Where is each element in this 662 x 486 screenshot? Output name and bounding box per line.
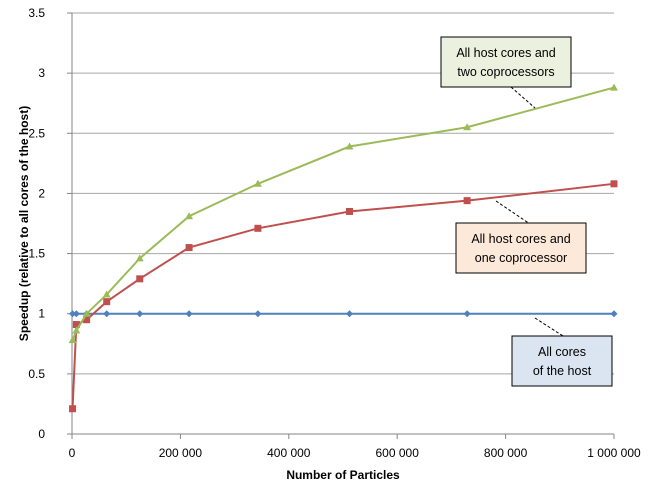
data-point-1-1 (72, 321, 80, 329)
y-tick-label-3: 1.5 (28, 247, 45, 261)
y-axis-title: Speedup (relative to all cores of the ho… (17, 106, 31, 341)
callout-leader-0 (534, 317, 564, 337)
data-point-0-5 (185, 310, 193, 318)
data-point-0-1 (72, 310, 80, 318)
x-tick-label-2: 400 000 (267, 446, 311, 460)
x-tick-label-1: 200 000 (159, 446, 203, 460)
x-tick-label-0: 0 (69, 446, 76, 460)
y-tick-label-6: 3 (38, 66, 45, 80)
y-tick-label-2: 1 (38, 307, 45, 321)
series-line-2 (71, 86, 615, 341)
data-point-2-5 (185, 212, 194, 220)
series-2 (68, 83, 618, 344)
data-point-1-9 (610, 180, 618, 188)
data-point-1-0 (69, 405, 77, 413)
data-point-2-4 (135, 254, 144, 262)
data-point-0-7 (346, 310, 354, 318)
series-0 (69, 310, 618, 318)
callout-box-1 (455, 222, 587, 274)
callout-leader-2 (510, 86, 536, 109)
x-tick-labels: 0 200 000 400 000 600 000 800 000 1 000 000 (69, 434, 641, 460)
data-point-1-8 (463, 197, 471, 205)
callout-label-2-1: two coprocessors (457, 65, 554, 79)
data-point-0-3 (103, 310, 111, 318)
data-point-2-3 (102, 290, 111, 298)
callout-label-0-0: All cores (538, 345, 586, 359)
x-tick-label-4: 800 000 (484, 446, 528, 460)
series-layer (68, 83, 618, 413)
x-tick-label-5: 1 000 000 (587, 446, 641, 460)
callout-series-1: All host cores and one coprocessor (455, 200, 587, 274)
y-tick-label-4: 2 (38, 186, 45, 200)
data-point-0-9 (610, 310, 618, 318)
callout-label-1-1: one coprocessor (475, 251, 567, 265)
callout-series-0: All cores of the host (511, 317, 613, 387)
y-tick-labels: 0 0.5 1 1.5 2 2.5 3 3.5 (28, 6, 72, 441)
data-point-2-7 (345, 142, 354, 150)
callout-box-2 (440, 36, 572, 88)
callout-label-1-0: All host cores and (471, 232, 570, 246)
data-point-1-4 (136, 275, 144, 283)
callout-label-2-0: All host cores and (456, 46, 555, 60)
data-point-1-5 (185, 244, 193, 252)
y-tick-label-0: 0 (38, 427, 45, 441)
axes (71, 13, 614, 435)
callout-leader-1 (495, 200, 531, 225)
callout-series-2: All host cores and two coprocessors (440, 36, 572, 109)
callout-label-0-1: of the host (533, 364, 592, 378)
data-point-2-8 (463, 123, 472, 131)
data-point-0-4 (136, 310, 144, 318)
data-point-0-6 (254, 310, 262, 318)
y-tick-label-7: 3.5 (28, 6, 45, 20)
data-point-1-6 (254, 224, 262, 232)
data-point-1-7 (346, 207, 354, 215)
data-point-0-0 (69, 310, 77, 318)
data-point-1-3 (103, 298, 111, 306)
x-axis-title: Number of Particles (286, 468, 400, 482)
data-point-2-6 (253, 179, 262, 187)
data-point-2-1 (72, 326, 81, 334)
y-tick-label-5: 2.5 (28, 126, 45, 140)
y-tick-label-1: 0.5 (28, 367, 45, 381)
x-tick-label-3: 600 000 (376, 446, 420, 460)
data-point-2-9 (610, 83, 618, 91)
data-point-0-8 (463, 310, 471, 318)
callout-box-0 (511, 335, 613, 387)
data-point-2-0 (68, 336, 77, 344)
data-point-1-2 (83, 316, 91, 324)
data-point-2-2 (82, 309, 91, 317)
